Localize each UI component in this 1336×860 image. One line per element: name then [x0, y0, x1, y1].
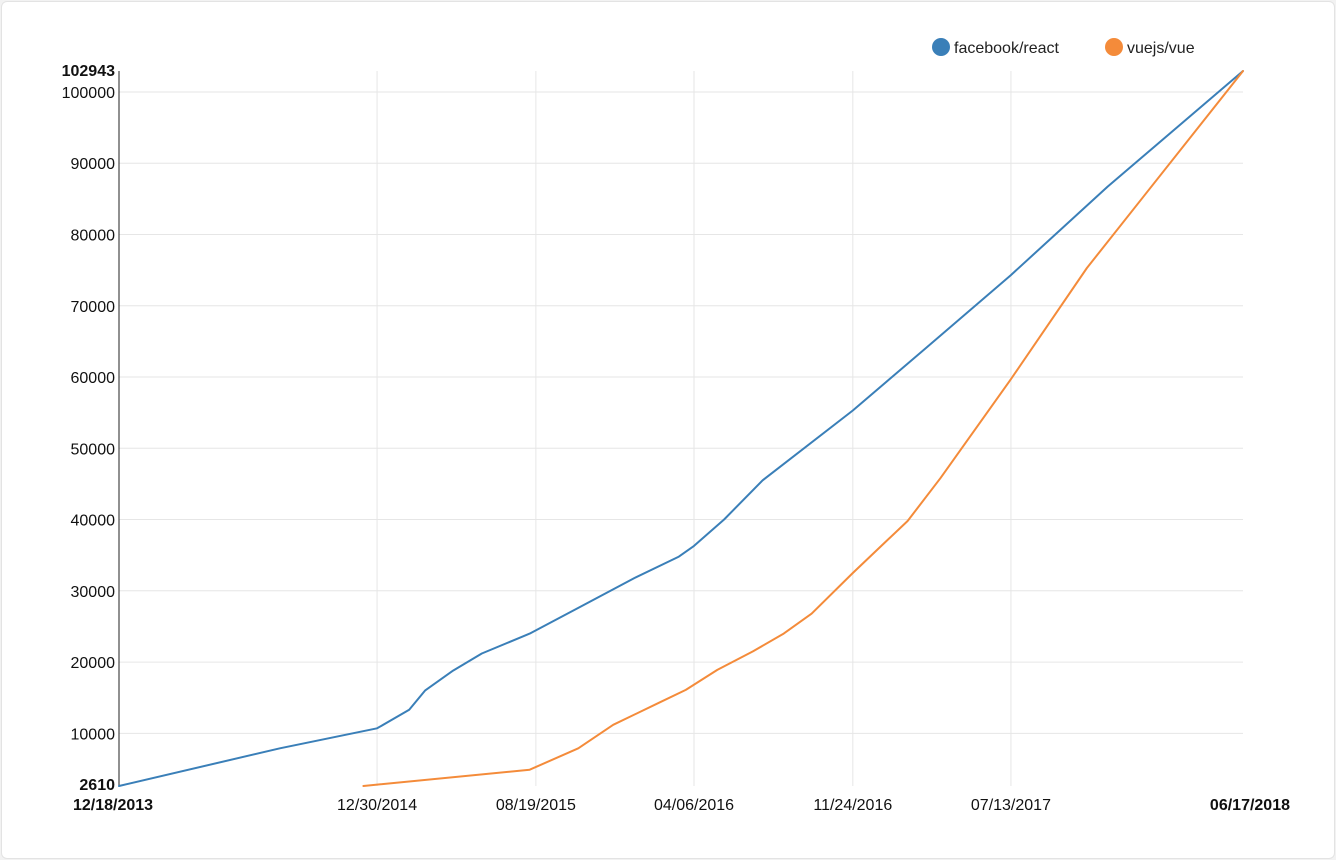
legend[interactable]: facebook/react vuejs/vue [932, 38, 1195, 57]
y-tick-label: 60000 [71, 370, 116, 387]
y-tick-label: 2610 [79, 777, 115, 794]
y-tick-label: 80000 [71, 227, 116, 244]
y-tick-label: 20000 [71, 655, 116, 672]
x-tick-label: 07/13/2017 [971, 797, 1051, 814]
x-tick-label: 06/17/2018 [1210, 797, 1290, 814]
legend-label: vuejs/vue [1127, 40, 1195, 57]
legend-marker [932, 38, 950, 56]
x-tick-label: 12/18/2013 [73, 797, 153, 814]
y-tick-label: 40000 [71, 513, 116, 530]
legend-label: facebook/react [954, 40, 1060, 57]
legend-item-react[interactable]: facebook/react [932, 38, 1060, 57]
tick-labels: 2610 10000 20000 30000 40000 50000 60000 70000 8… [62, 63, 1290, 814]
y-tick-label: 102943 [62, 63, 115, 80]
grid-lines [119, 71, 1243, 786]
x-tick-label: 11/24/2016 [813, 797, 892, 814]
x-tick-label: 04/06/2016 [654, 797, 734, 814]
y-tick-label: 90000 [71, 156, 116, 173]
legend-item-vue[interactable]: vuejs/vue [1105, 38, 1195, 57]
x-tick-label: 08/19/2015 [496, 797, 576, 814]
y-tick-label: 30000 [71, 584, 116, 601]
series-lines [118, 70, 1244, 787]
series-line-react [118, 70, 1244, 787]
y-tick-label: 50000 [71, 441, 116, 458]
y-tick-label: 10000 [71, 726, 116, 743]
x-tick-label: 12/30/2014 [337, 797, 417, 814]
legend-marker [1105, 38, 1123, 56]
series-line-vue [362, 70, 1244, 787]
y-tick-label: 70000 [71, 299, 116, 316]
y-tick-label: 100000 [62, 85, 115, 102]
